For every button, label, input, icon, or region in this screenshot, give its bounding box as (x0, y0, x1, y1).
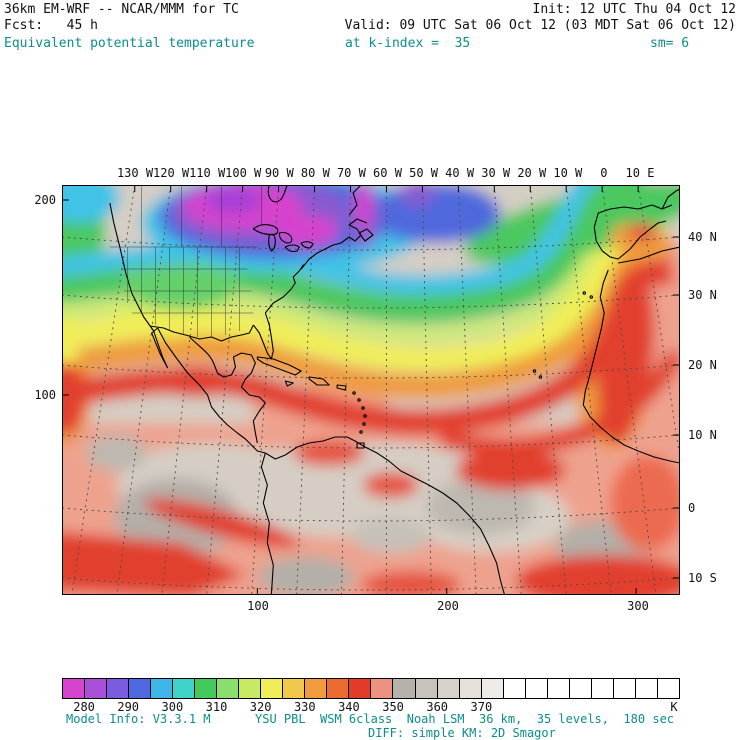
valid-time: Valid: 09 UTC Sat 06 Oct 12 (03 MDT Sat … (344, 18, 736, 33)
colorbar-tick-label: 320 (249, 700, 272, 714)
diffusion-info: DIFF: simple KM: 2D Smagor (368, 726, 556, 740)
latitude-axis: 40 N 30 N 20 N 10 N 0 10 S (688, 185, 738, 595)
colorbar-segment (546, 679, 569, 698)
colorbar-segment (436, 679, 459, 698)
colorbar-segment (194, 679, 217, 698)
colorbar-tick-label: 280 (73, 700, 95, 714)
colorbar-tick-label: 360 (426, 700, 449, 714)
colorbar-segment (612, 679, 635, 698)
lon-tick-label: 0 (600, 166, 608, 180)
colorbar-segment (304, 679, 327, 698)
colorbar-segment (348, 679, 371, 698)
lon-tick-label: 130 W (116, 166, 154, 180)
physics-options: YSU PBL WSM 6class Noah LSM 36 km, 35 le… (255, 712, 675, 726)
gridx-tick-label: 200 (437, 599, 459, 613)
smoothing-label: sm= 6 (650, 36, 690, 51)
lon-tick-label: 120 W (153, 166, 190, 180)
lon-tick-label: 80 W (300, 166, 330, 180)
colorbar-segment (524, 679, 547, 698)
colorbar-segment (326, 679, 349, 698)
field-name: Equivalent potential temperature (4, 36, 255, 51)
colorbar-tick-label: 340 (338, 700, 360, 714)
gridy-tick-label: 100 (34, 388, 56, 402)
field-shading (62, 185, 680, 595)
lon-tick-label: 20 W (517, 166, 547, 180)
colorbar-segment (128, 679, 151, 698)
map-panel (62, 185, 680, 595)
colorbar-segment (260, 679, 283, 698)
colorbar-segment (414, 679, 437, 698)
colorbar-segment (634, 679, 657, 698)
init-time: Init: 12 UTC Thu 04 Oct 12 (532, 2, 737, 17)
map-frame (62, 185, 680, 595)
colorbar (62, 678, 680, 699)
state-borders (109, 185, 262, 337)
colorbar-segment (84, 679, 107, 698)
lat-tick-label: 20 N (688, 358, 717, 372)
grid-y-axis: 200 100 (30, 185, 58, 595)
colorbar-segment (106, 679, 129, 698)
lon-tick-label: 10 E (625, 166, 655, 180)
colorbar-segment (502, 679, 525, 698)
lon-tick-label: 50 W (409, 166, 438, 180)
gridy-tick-label: 200 (34, 193, 56, 207)
colorbar-segment (238, 679, 261, 698)
lat-tick-label: 0 (688, 501, 696, 515)
colorbar-tick-label: 300 (161, 700, 184, 714)
lon-tick-label: 40 W (445, 166, 475, 180)
model-title: 36km EM-WRF -- NCAR/MMM for TC (4, 2, 239, 17)
lat-tick-label: 40 N (688, 230, 717, 244)
colorbar-segment (370, 679, 393, 698)
colorbar-segment (458, 679, 481, 698)
lat-tick-label: 10 S (688, 571, 717, 585)
colorbar-segment (216, 679, 239, 698)
gridx-tick-label: 100 (247, 599, 269, 613)
model-info: Model Info: V3.3.1 M (66, 712, 211, 726)
colorbar-segment (568, 679, 591, 698)
graticule (62, 185, 680, 595)
colorbar-tick-label: 330 (293, 700, 316, 714)
lat-tick-label: 10 N (688, 428, 717, 442)
colorbar-segment (480, 679, 503, 698)
tick-marks (62, 185, 680, 595)
lat-tick-label: 30 N (688, 288, 717, 302)
forecast-hour: Fcst: 45 h (4, 18, 98, 33)
grid-x-axis: 100 200 300 (62, 599, 702, 613)
colorbar-segment (282, 679, 305, 698)
colorbar-segment (656, 679, 679, 698)
lon-tick-label: 100 W (225, 166, 262, 180)
coastlines (109, 185, 680, 595)
colorbar-tick-label: 290 (117, 700, 140, 714)
level-label: at k-index = 35 (345, 36, 471, 51)
map-svg (62, 185, 680, 595)
colorbar-segment (172, 679, 195, 698)
colorbar-unit: K (670, 700, 678, 714)
lon-tick-label: 60 W (373, 166, 402, 180)
colorbar-tick-label: 370 (470, 700, 493, 714)
lon-tick-label: 90 W (264, 166, 294, 180)
gridx-tick-label: 300 (627, 599, 649, 613)
lon-tick-label: 70 W (336, 166, 366, 180)
colorbar-segment (590, 679, 613, 698)
lon-tick-label: 110 W (189, 166, 226, 180)
colorbar-segment (63, 679, 85, 698)
lon-tick-label: 10 W (553, 166, 583, 180)
lon-tick-label: 30 W (481, 166, 511, 180)
colorbar-tick-label: 310 (205, 700, 228, 714)
colorbar-tick-label: 350 (382, 700, 404, 714)
colorbar-segment (392, 679, 415, 698)
longitude-axis: 130 W 120 W 110 W 100 W 90 W 80 W 70 W 60 W 50 W… (62, 166, 702, 180)
colorbar-labels: K 280 290 300 310 320 330 340 350 360 370 (62, 700, 702, 714)
colorbar-segment (150, 679, 173, 698)
